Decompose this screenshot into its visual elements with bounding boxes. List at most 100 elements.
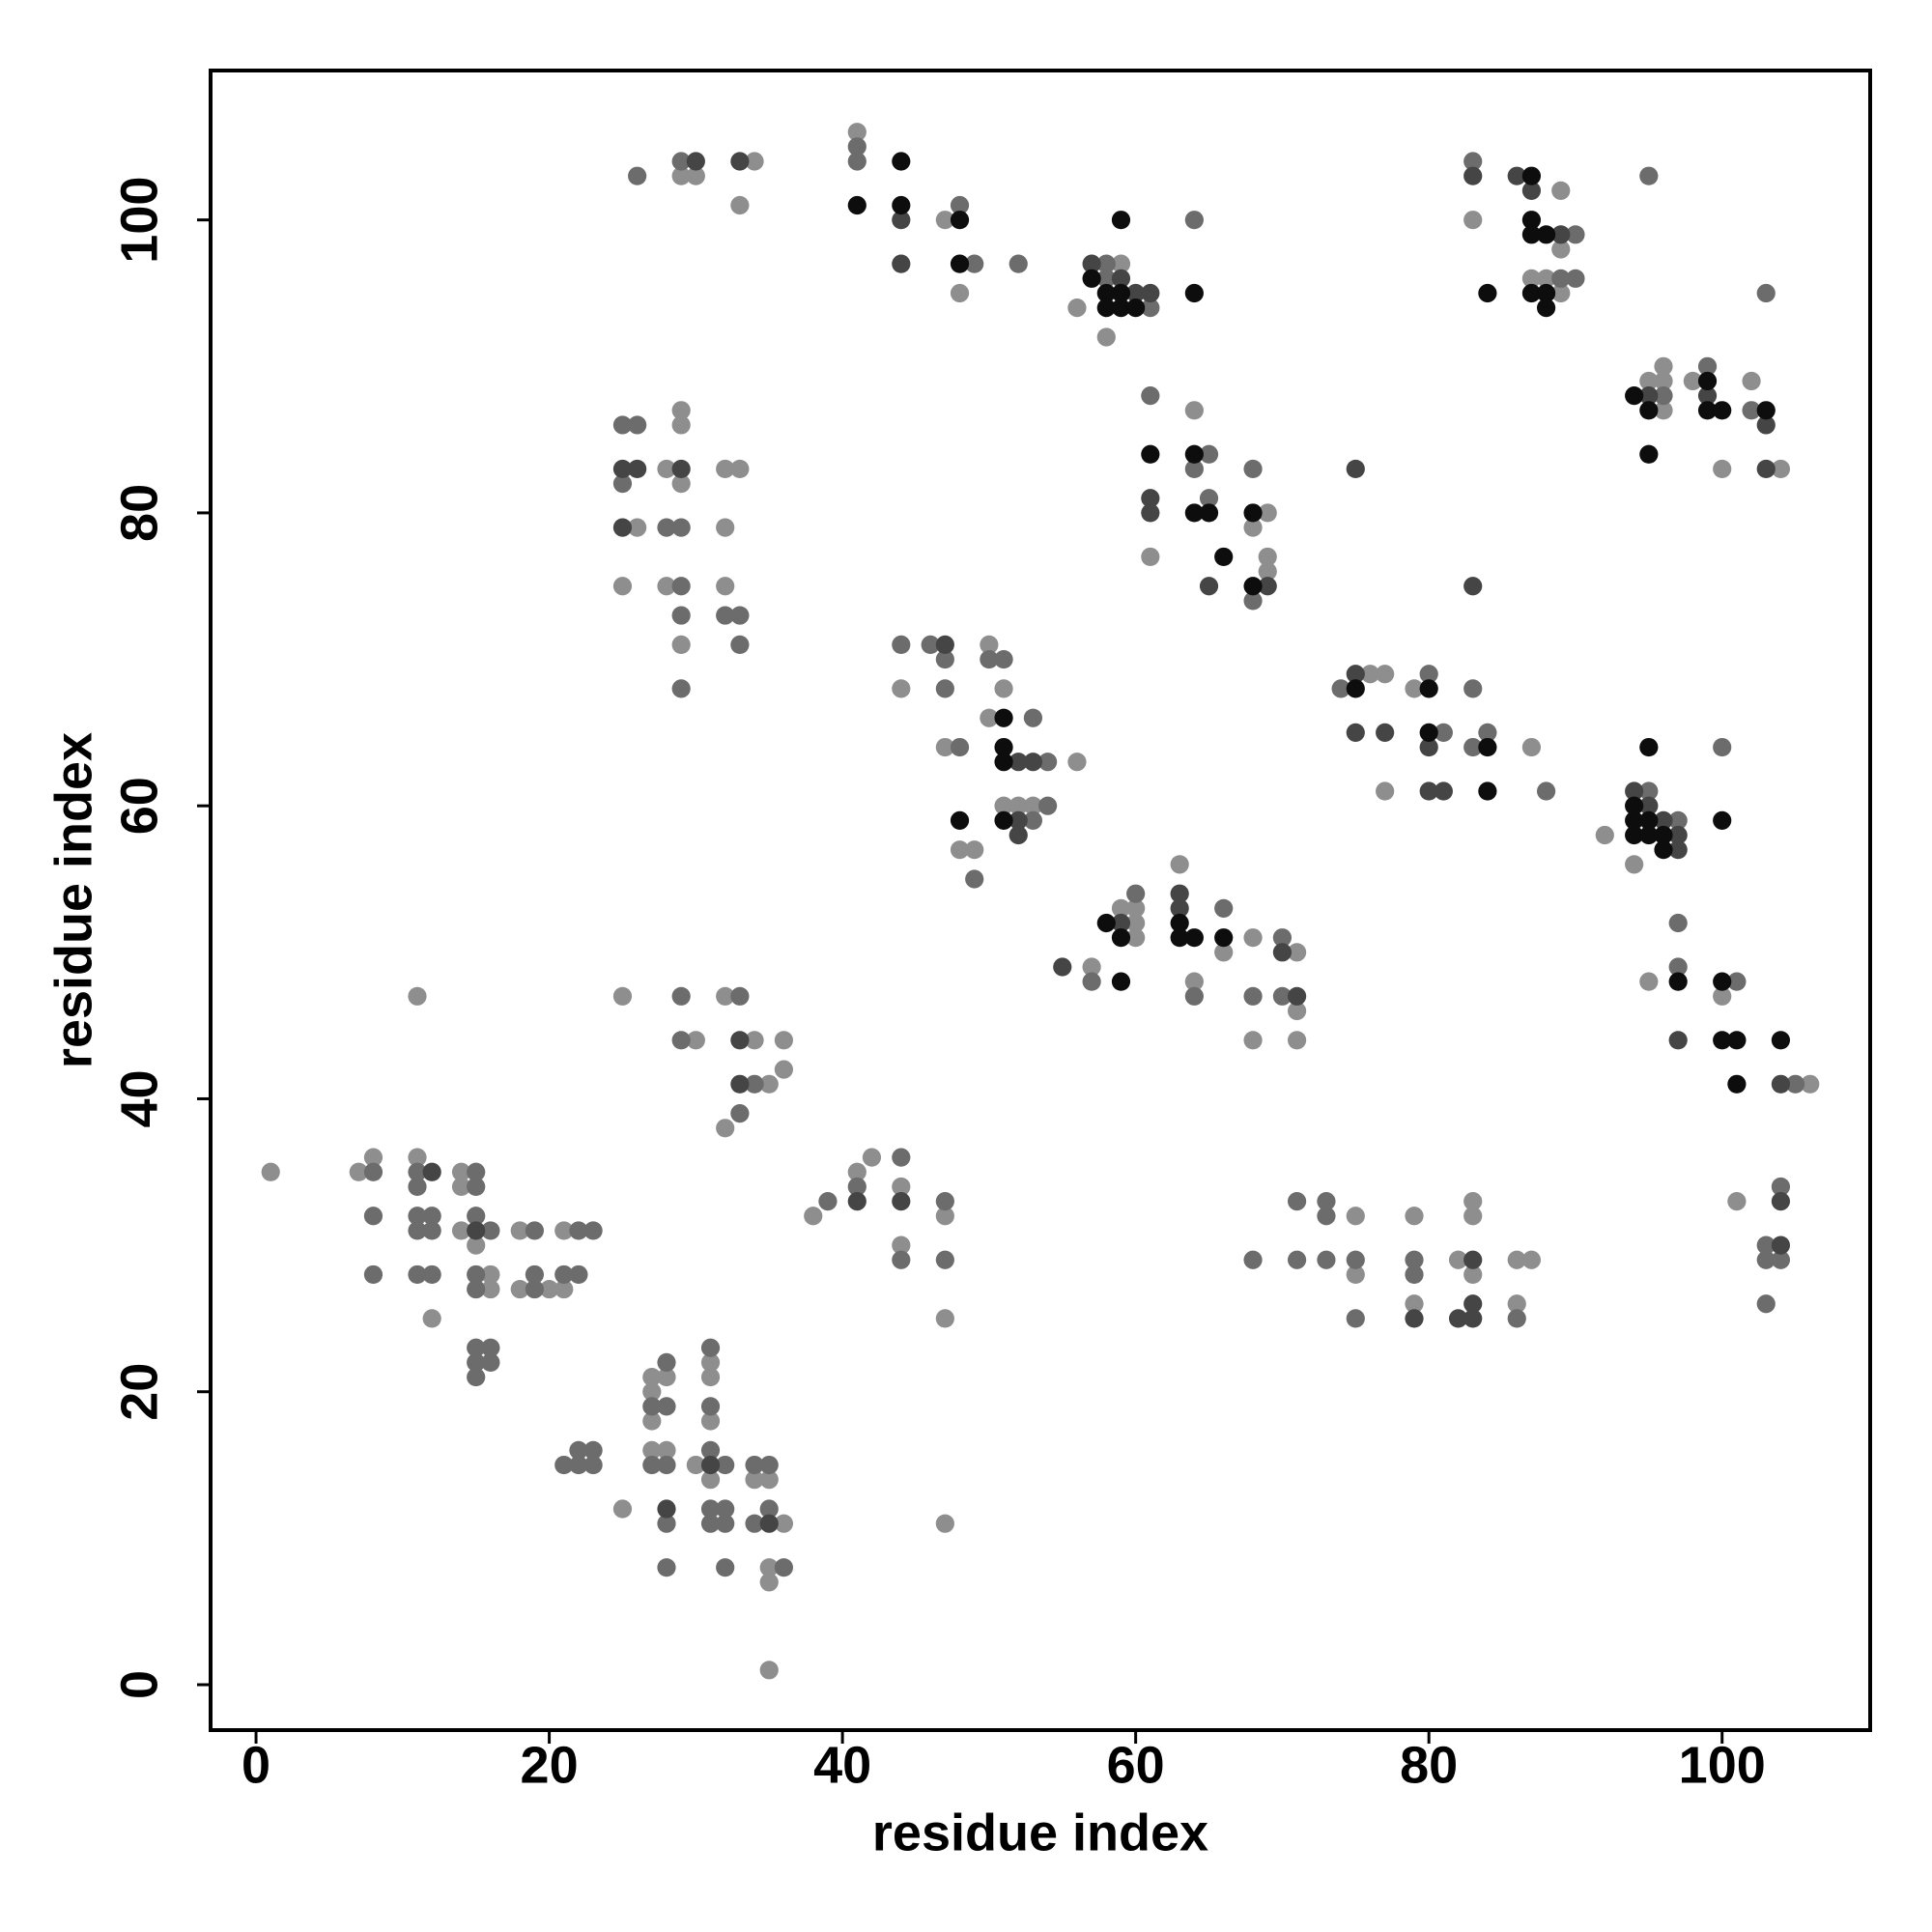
- point: [1067, 298, 1087, 318]
- point: [892, 211, 911, 230]
- point: [1199, 489, 1219, 508]
- point: [1405, 679, 1424, 698]
- point: [657, 1558, 676, 1577]
- point: [1287, 1250, 1307, 1269]
- point: [730, 195, 750, 215]
- point: [642, 1440, 662, 1460]
- point: [950, 810, 970, 830]
- point: [935, 649, 954, 669]
- point: [847, 1177, 867, 1197]
- point: [510, 1279, 529, 1299]
- point: [1742, 371, 1761, 391]
- point: [1668, 957, 1688, 977]
- point: [935, 1514, 954, 1533]
- point: [1639, 371, 1659, 391]
- point: [525, 1264, 545, 1285]
- point: [759, 1661, 779, 1680]
- point: [1126, 884, 1146, 903]
- point: [628, 459, 647, 479]
- point: [1405, 1207, 1424, 1226]
- point: [994, 753, 1013, 772]
- point: [1184, 211, 1204, 230]
- point: [774, 1558, 794, 1577]
- point: [700, 1338, 721, 1357]
- point: [1463, 1207, 1483, 1226]
- point: [1683, 371, 1702, 391]
- point: [1405, 1264, 1424, 1285]
- point: [1141, 547, 1160, 567]
- point: [716, 1499, 735, 1519]
- point: [892, 152, 911, 171]
- point: [467, 1367, 486, 1387]
- point: [569, 1440, 588, 1460]
- point: [1478, 781, 1497, 801]
- point: [1346, 459, 1365, 479]
- point: [671, 679, 691, 698]
- point: [1507, 1250, 1526, 1269]
- point: [1697, 356, 1718, 376]
- point: [892, 195, 911, 215]
- point: [1405, 1250, 1424, 1269]
- point: [1272, 928, 1293, 948]
- point: [700, 1367, 721, 1387]
- point: [408, 1177, 427, 1197]
- point: [1536, 781, 1556, 801]
- point: [481, 1264, 500, 1285]
- point: [1126, 298, 1146, 318]
- point: [363, 1207, 384, 1226]
- point: [1184, 986, 1204, 1006]
- point: [1199, 444, 1219, 464]
- point: [1243, 1031, 1263, 1050]
- point: [1654, 401, 1673, 420]
- point: [657, 1514, 676, 1533]
- point: [935, 211, 954, 230]
- point: [950, 737, 970, 757]
- point: [730, 1074, 750, 1094]
- point: [1287, 943, 1307, 962]
- point: [408, 1148, 427, 1167]
- point: [1214, 943, 1234, 962]
- point: [1419, 737, 1438, 757]
- point: [1141, 444, 1160, 464]
- point: [1243, 518, 1263, 537]
- point: [759, 1499, 779, 1519]
- point: [1243, 459, 1263, 479]
- point: [1376, 665, 1395, 684]
- point: [1625, 810, 1644, 830]
- point: [935, 737, 954, 757]
- point: [1346, 679, 1365, 698]
- point: [1243, 1250, 1263, 1269]
- point: [980, 708, 999, 727]
- point: [1037, 753, 1058, 772]
- point: [1346, 1250, 1365, 1269]
- point: [1111, 913, 1131, 933]
- point: [1082, 972, 1101, 991]
- x-tick-label: 20: [521, 1736, 579, 1794]
- point: [935, 1250, 954, 1269]
- point: [1184, 972, 1204, 991]
- x-axis-label: residue index: [872, 1804, 1208, 1861]
- point: [950, 283, 970, 303]
- point: [1126, 283, 1146, 303]
- point: [612, 474, 633, 494]
- point: [1141, 386, 1160, 406]
- x-tick-label: 0: [242, 1736, 270, 1794]
- point: [1009, 753, 1028, 772]
- point: [1771, 1074, 1791, 1094]
- point: [1287, 1031, 1307, 1050]
- point: [554, 1264, 574, 1285]
- point: [349, 1162, 368, 1181]
- point: [994, 737, 1013, 757]
- point: [612, 459, 633, 479]
- point: [745, 1074, 764, 1094]
- point: [1771, 1192, 1791, 1211]
- point: [1111, 928, 1131, 948]
- point: [1566, 225, 1585, 244]
- point: [730, 459, 750, 479]
- point: [451, 1221, 471, 1240]
- point: [1184, 444, 1204, 464]
- point: [965, 254, 984, 273]
- point: [730, 1031, 750, 1050]
- point: [1184, 459, 1204, 479]
- point: [759, 1455, 779, 1475]
